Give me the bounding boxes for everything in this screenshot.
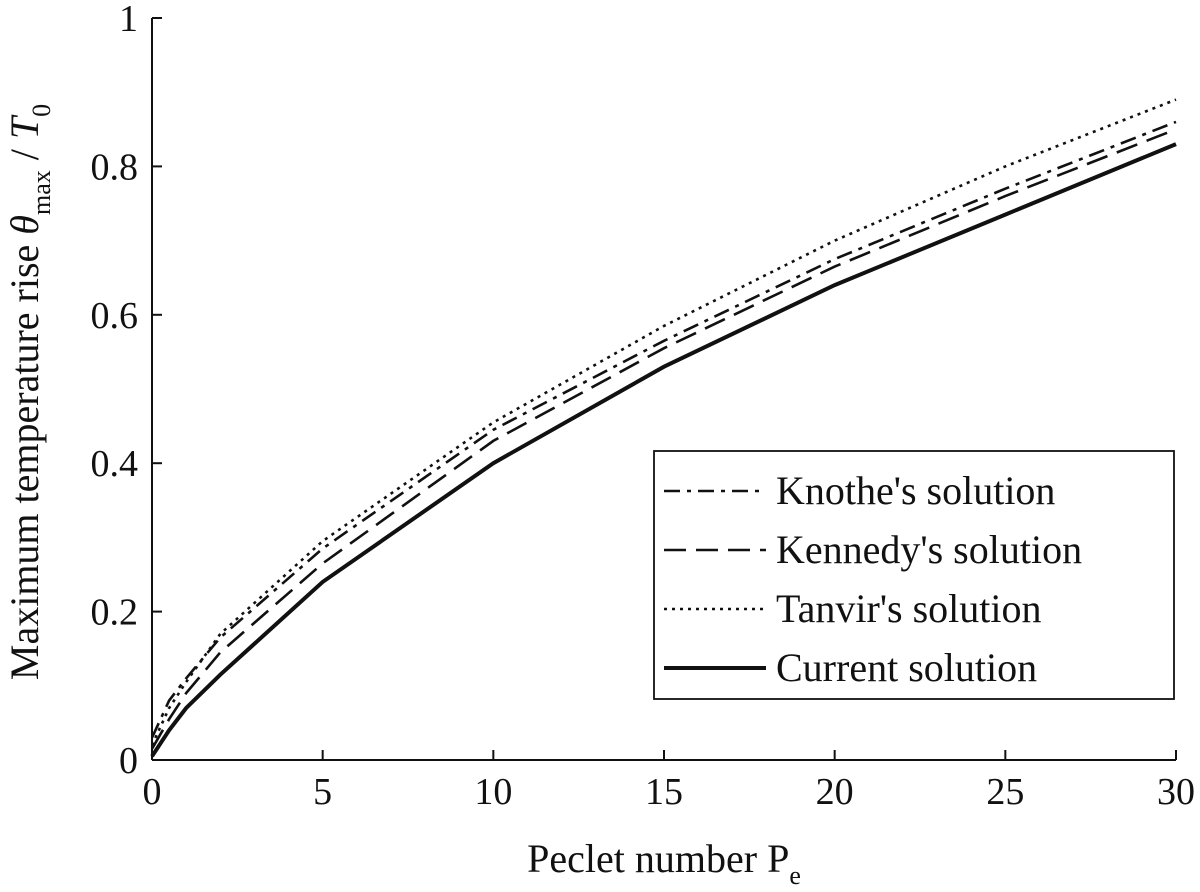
legend-label-2: Kennedy's solution: [776, 527, 1082, 572]
series-layer: [150, 98, 1177, 758]
y-axis-title-theta: θ: [2, 215, 47, 235]
y-axis-title-sub-0: 0: [27, 104, 56, 117]
series-line-2: [150, 128, 1177, 750]
legend-box: [653, 450, 1175, 700]
y-axis-title-main: Maximum temperature rise: [2, 235, 47, 680]
x-tick-label: 25: [986, 771, 1024, 813]
y-tick-label: 0.6: [91, 295, 139, 337]
x-axis-title: Peclet number Pe: [527, 836, 801, 890]
legend-label-4: Current solution: [776, 645, 1037, 690]
y-tick-label: 0.8: [91, 146, 139, 188]
legend: Knothe's solution Kennedy's solution Tanvi…: [653, 450, 1175, 700]
legend-label-1: Knothe's solution: [776, 468, 1055, 513]
y-axis-title-T: T: [2, 114, 47, 139]
series-line-3: [150, 98, 1177, 746]
y-tick-label: 0.4: [91, 443, 139, 485]
x-tick-label: 20: [816, 771, 854, 813]
x-axis-title-subscript: e: [789, 861, 801, 890]
series-line-4: [150, 142, 1177, 758]
y-axis-title: Maximum temperature rise θmax / T0: [2, 104, 56, 680]
y-axis-title-sub-max: max: [27, 170, 56, 215]
y-tick-label: 1: [119, 0, 138, 40]
x-tick-label: 15: [645, 771, 683, 813]
x-tick-label: 0: [143, 771, 162, 813]
x-tick-label: 10: [474, 771, 512, 813]
y-tick-label: 0.2: [91, 592, 139, 634]
x-axis-title-main: Peclet number P: [527, 836, 789, 881]
x-tick-label: 5: [313, 771, 332, 813]
legend-label-3: Tanvir's solution: [776, 586, 1042, 631]
y-axis-title-slash: /: [2, 139, 47, 170]
y-tick-label: 0: [119, 740, 138, 782]
x-tick-label: 30: [1157, 771, 1195, 813]
axes-layer: 0 5 10 15 20 25 30 0 0.2 0.4 0.6 0.8 1: [91, 0, 1196, 813]
